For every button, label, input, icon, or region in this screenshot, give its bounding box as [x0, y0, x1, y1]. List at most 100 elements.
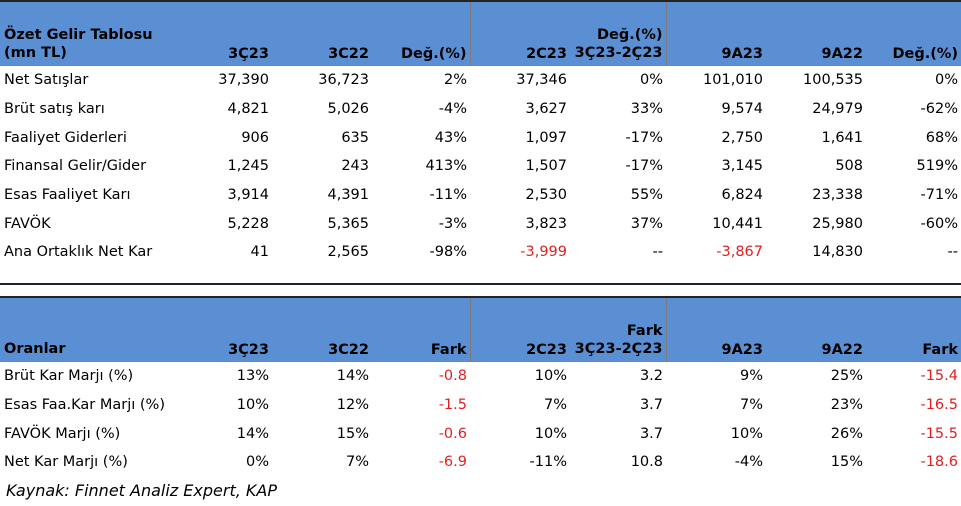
row-label: FAVÖK Marjı (%)	[4, 425, 121, 442]
table-cell: 37,390	[218, 72, 269, 89]
table-cell: 23%	[830, 397, 863, 414]
table-cell: 3,914	[227, 187, 269, 204]
table-cell: 23,338	[812, 187, 863, 204]
table-cell: 1,507	[525, 158, 567, 175]
table-cell: -3,867	[716, 244, 763, 261]
table-cell: 10%	[534, 425, 567, 442]
row-label: Ana Ortaklık Net Kar	[4, 244, 153, 261]
row-label: Finansal Gelir/Gider	[4, 158, 147, 175]
col-header-9a23: 9A23	[665, 1, 766, 66]
table-header-row: Oranlar 3Ç23 3C22 Fark 2C23 Fark 3Ç23-2Ç2…	[0, 297, 961, 362]
table-cell: 0%	[639, 72, 663, 89]
table-row: FAVÖK 5,228 5,365 -3% 3,823 37% 10,441 25,980 -6…	[0, 209, 961, 238]
table-cell: 5,365	[327, 215, 369, 232]
table-cell: 4,821	[227, 101, 269, 118]
table-row: Net Satışlar 37,390 36,723 2% 37,346 0% 101,01…	[0, 66, 961, 95]
table-cell: --	[947, 244, 958, 261]
table-cell: 3,823	[525, 215, 567, 232]
col-header-diff: Fark	[372, 297, 470, 362]
table-cell: -17%	[625, 158, 663, 175]
table-cell: -17%	[625, 129, 663, 146]
income-summary-table: Özet Gelir Tablosu (mn TL) 3Ç23 3C22 Değ.…	[0, 0, 961, 267]
table-cell: 41	[250, 244, 269, 261]
table-cell: -3%	[438, 215, 467, 232]
table-cell: 0%	[934, 72, 958, 89]
col-header-change: Değ.(%)	[372, 1, 470, 66]
table-divider	[0, 283, 961, 285]
table-cell: 25,980	[812, 215, 863, 232]
table-row: Brüt satış karı 4,821 5,026 -4% 3,627 33% 9,57…	[0, 95, 961, 124]
table-row: Finansal Gelir/Gider 1,245 243 413% 1,507 -17…	[0, 152, 961, 181]
table-cell: 4,391	[327, 187, 369, 204]
table-cell: 635	[341, 129, 369, 146]
table-cell: 1,641	[821, 129, 863, 146]
table-cell: -16.5	[920, 397, 958, 414]
table-cell: 10%	[730, 425, 763, 442]
table-cell: 413%	[425, 158, 467, 175]
table-cell: 243	[341, 158, 369, 175]
table-cell: 36,723	[318, 72, 369, 89]
table-cell: 25%	[830, 368, 863, 385]
table-cell: 13%	[236, 368, 269, 385]
col-header-9a22: 9A22	[766, 1, 866, 66]
table-cell: -60%	[920, 215, 958, 232]
table-cell: 24,979	[812, 101, 863, 118]
table-cell: 37,346	[516, 72, 567, 89]
table-cell: 2,530	[525, 187, 567, 204]
col-header-qoq-diff: Fark 3Ç23-2Ç23	[570, 297, 666, 362]
table-cell: -62%	[920, 101, 958, 118]
col-header-3c23: 3Ç23	[170, 1, 272, 66]
table-cell: 1,245	[227, 158, 269, 175]
col-header-3c23: 3Ç23	[170, 297, 272, 362]
ratios-table: Oranlar 3Ç23 3C22 Fark 2C23 Fark 3Ç23-2Ç2…	[0, 296, 961, 477]
table-cell: -1.5	[438, 397, 467, 414]
table-cell: 2,750	[721, 129, 763, 146]
table-cell: 3,627	[525, 101, 567, 118]
table-row: FAVÖK Marjı (%) 14% 15% -0.6 10% 3.7 10% 26% -15…	[0, 419, 961, 448]
table-cell: -11%	[529, 454, 567, 471]
table-row: Ana Ortaklık Net Kar 41 2,565 -98% -3,999 -- -…	[0, 238, 961, 267]
table-cell: 3.7	[639, 397, 663, 414]
table-row: Faaliyet Giderleri 906 635 43% 1,097 -17% 2,75…	[0, 123, 961, 152]
table-cell: 37%	[630, 215, 663, 232]
table-cell: 10.8	[630, 454, 663, 471]
table-cell: -4%	[438, 101, 467, 118]
table-cell: 101,010	[703, 72, 763, 89]
table-cell: 100,535	[803, 72, 863, 89]
col-header-ytd-diff: Fark	[866, 297, 961, 362]
table-cell: 3.2	[639, 368, 663, 385]
table-cell: 5,026	[327, 101, 369, 118]
table-cell: 7%	[543, 397, 567, 414]
col-header-ytd-change: Değ.(%)	[866, 1, 961, 66]
row-label: Net Satışlar	[4, 72, 89, 89]
table-cell: -15.5	[920, 425, 958, 442]
table-cell: -6.9	[438, 454, 467, 471]
table-cell: 14,830	[812, 244, 863, 261]
col-header-qoq-change: Değ.(%) 3Ç23-2Ç23	[570, 1, 666, 66]
table-cell: 519%	[916, 158, 958, 175]
table-row: Esas Faa.Kar Marjı (%) 10% 12% -1.5 7% 3.7 7% 2…	[0, 391, 961, 420]
col-header-9a22: 9A22	[766, 297, 866, 362]
table-row: Brüt Kar Marjı (%) 13% 14% -0.8 10% 3.2 9% 25% -…	[0, 362, 961, 391]
table-cell: -18.6	[920, 454, 958, 471]
table-cell: 2,565	[327, 244, 369, 261]
table-cell: 15%	[336, 425, 369, 442]
table-cell: 14%	[336, 368, 369, 385]
table-cell: --	[652, 244, 663, 261]
table-cell: 3,145	[721, 158, 763, 175]
table-cell: 15%	[830, 454, 863, 471]
table-cell: 7%	[739, 397, 763, 414]
table-cell: 6,824	[721, 187, 763, 204]
table-cell: -0.8	[438, 368, 467, 385]
col-header-2c23: 2C23	[469, 1, 570, 66]
table-cell: 0%	[245, 454, 269, 471]
table-cell: 12%	[336, 397, 369, 414]
table-title: Oranlar	[0, 297, 170, 362]
table-cell: 10,441	[712, 215, 763, 232]
table-cell: 68%	[925, 129, 958, 146]
table-cell: 906	[241, 129, 269, 146]
table-cell: 43%	[434, 129, 467, 146]
table-cell: 55%	[630, 187, 663, 204]
table-cell: -71%	[920, 187, 958, 204]
table-cell: 9,574	[721, 101, 763, 118]
